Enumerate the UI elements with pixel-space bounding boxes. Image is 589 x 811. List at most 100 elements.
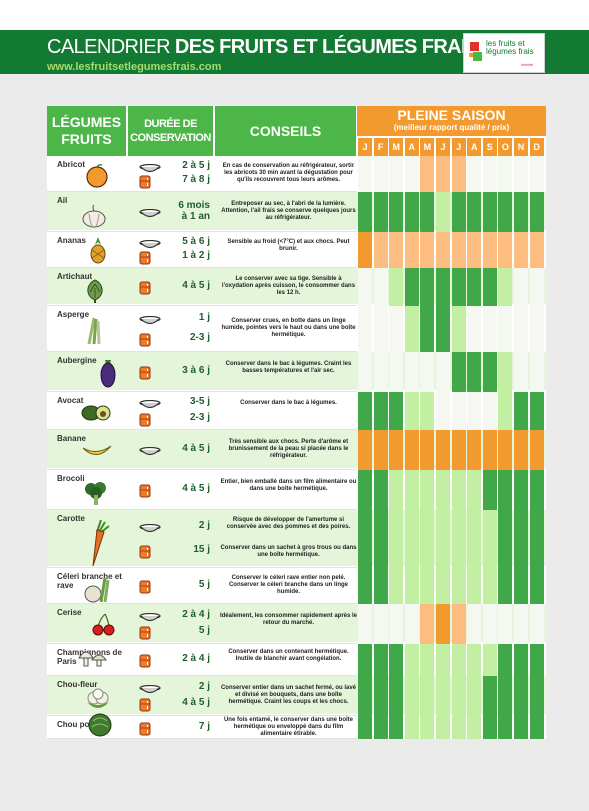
month-cell: [358, 644, 372, 676]
month-label: N: [514, 138, 528, 156]
tip-text: Sensible au froid (<7°C) et aux chocs. P…: [227, 239, 350, 252]
month-cell: [451, 676, 466, 716]
tip-text: Conserver le céleri rave entier non pelé…: [228, 575, 349, 595]
row-separator: [47, 391, 357, 392]
month-cell: [420, 676, 435, 716]
bowl-icon: [139, 610, 161, 628]
duration-entry: 7 j: [129, 719, 214, 735]
duration-text: 2 à 5 j: [182, 159, 210, 171]
month-cell: [451, 470, 466, 510]
month-cell: [498, 352, 513, 392]
month-cell: [358, 510, 372, 568]
carrot-illustration: [83, 518, 113, 573]
month-cell: [498, 392, 513, 430]
month-cell: [482, 268, 497, 306]
month-cell: [451, 306, 466, 352]
row-separator: [47, 509, 357, 510]
month-cell: [482, 232, 497, 268]
month-cell: [482, 192, 497, 232]
tip-text: En cas de conservation au réfrigérateur,…: [222, 163, 355, 183]
month-cell: [373, 676, 388, 716]
duration-text: 5 j: [198, 625, 210, 637]
month-cell: [404, 232, 419, 268]
month-cell: [514, 470, 528, 510]
duration-text: 2-3 j: [189, 331, 210, 343]
row-separator: [47, 305, 357, 306]
month-cell: [404, 306, 419, 352]
duration-entry: 4 à 5 j: [129, 278, 214, 295]
logo-icon: [469, 42, 482, 61]
tip-text: Le conserver avec sa tige. Sensible à l'…: [221, 276, 356, 296]
table-row: Aubergine 3 à 6 j Conserver dans le bac à …: [47, 352, 546, 393]
month-cell: [373, 232, 388, 268]
month-cell: [467, 644, 482, 676]
month-cell: [420, 430, 435, 470]
bowl-icon: [139, 161, 161, 179]
duration-text: 1 à 2 j: [182, 250, 210, 262]
table-row: Avocat 3-5 j 2-3 j Conserver dans le bac à …: [47, 392, 546, 430]
month-cell: [529, 306, 544, 352]
month-cell: [514, 352, 528, 392]
month-cell: [514, 604, 528, 644]
month-cell: [529, 604, 544, 644]
month-cell: [373, 510, 388, 568]
artichoke-illustration: [83, 278, 107, 309]
month-cell: [389, 676, 404, 716]
month-cell: [467, 568, 482, 604]
duration-text: 5 à 6 j: [182, 235, 210, 247]
month-cell: [389, 430, 404, 470]
fridge-icon: [139, 722, 151, 741]
month-cell: [358, 676, 372, 716]
month-cell: [404, 430, 419, 470]
month-cell: [467, 156, 482, 192]
duration-text: 7 à 8 j: [182, 174, 210, 186]
month-cell: [529, 156, 544, 192]
pineapple-illustration: [89, 236, 107, 269]
month-cell: [420, 392, 435, 430]
month-cell: [373, 306, 388, 352]
month-cell: [482, 430, 497, 470]
table-row: Artichaut 4 à 5 j Le conserver avec sa tig…: [47, 268, 546, 306]
month-cell: [373, 392, 388, 430]
month-cell: [420, 306, 435, 352]
header-fruits: FRUITS: [61, 131, 112, 147]
table-row: Carotte 2 j 15 j Risque de développer de l'…: [47, 510, 546, 568]
month-cell: [389, 268, 404, 306]
duration-entry: 3-5 j: [129, 394, 214, 410]
month-cell: [482, 156, 497, 192]
month-cell: [389, 644, 404, 676]
month-cell: [436, 568, 450, 604]
row-separator: [47, 675, 357, 676]
month-label: M: [389, 138, 404, 156]
item-name: Artichaut: [57, 272, 93, 281]
website-link[interactable]: www.lesfruitsetlegumesfrais.com: [47, 61, 222, 73]
duration-entry: 2 j: [129, 518, 214, 534]
item-name: Abricot: [57, 160, 85, 169]
tip-text: Conserver dans le bac à légumes. Craint …: [225, 361, 352, 374]
month-cell: [529, 510, 544, 568]
month-cell: [404, 716, 419, 739]
month-cell: [482, 392, 497, 430]
month-cell: [389, 232, 404, 268]
month-label: J: [436, 138, 450, 156]
month-cell: [482, 604, 497, 644]
row-separator: [47, 191, 357, 192]
month-cell: [467, 352, 482, 392]
month-cell: [404, 352, 419, 392]
eggplant-illustration: [99, 356, 117, 393]
tip-text: Entreposer au sec, à l'abri de la lumièr…: [221, 201, 356, 221]
month-cell: [498, 156, 513, 192]
month-cell: [420, 352, 435, 392]
item-name: Chou pommé: [57, 720, 109, 729]
duration-entry: 1 à 2 j: [129, 248, 214, 265]
table-row: Céleri branche et rave 5 j Conserver le cé…: [47, 568, 546, 604]
month-cell: [514, 268, 528, 306]
cherry-illustration: [91, 612, 117, 641]
month-cell: [514, 306, 528, 352]
month-cell: [389, 156, 404, 192]
duration-text: 2 j: [198, 680, 210, 692]
month-cell: [373, 268, 388, 306]
month-cell: [373, 192, 388, 232]
item-name: Ail: [57, 196, 68, 205]
month-cell: [420, 644, 435, 676]
